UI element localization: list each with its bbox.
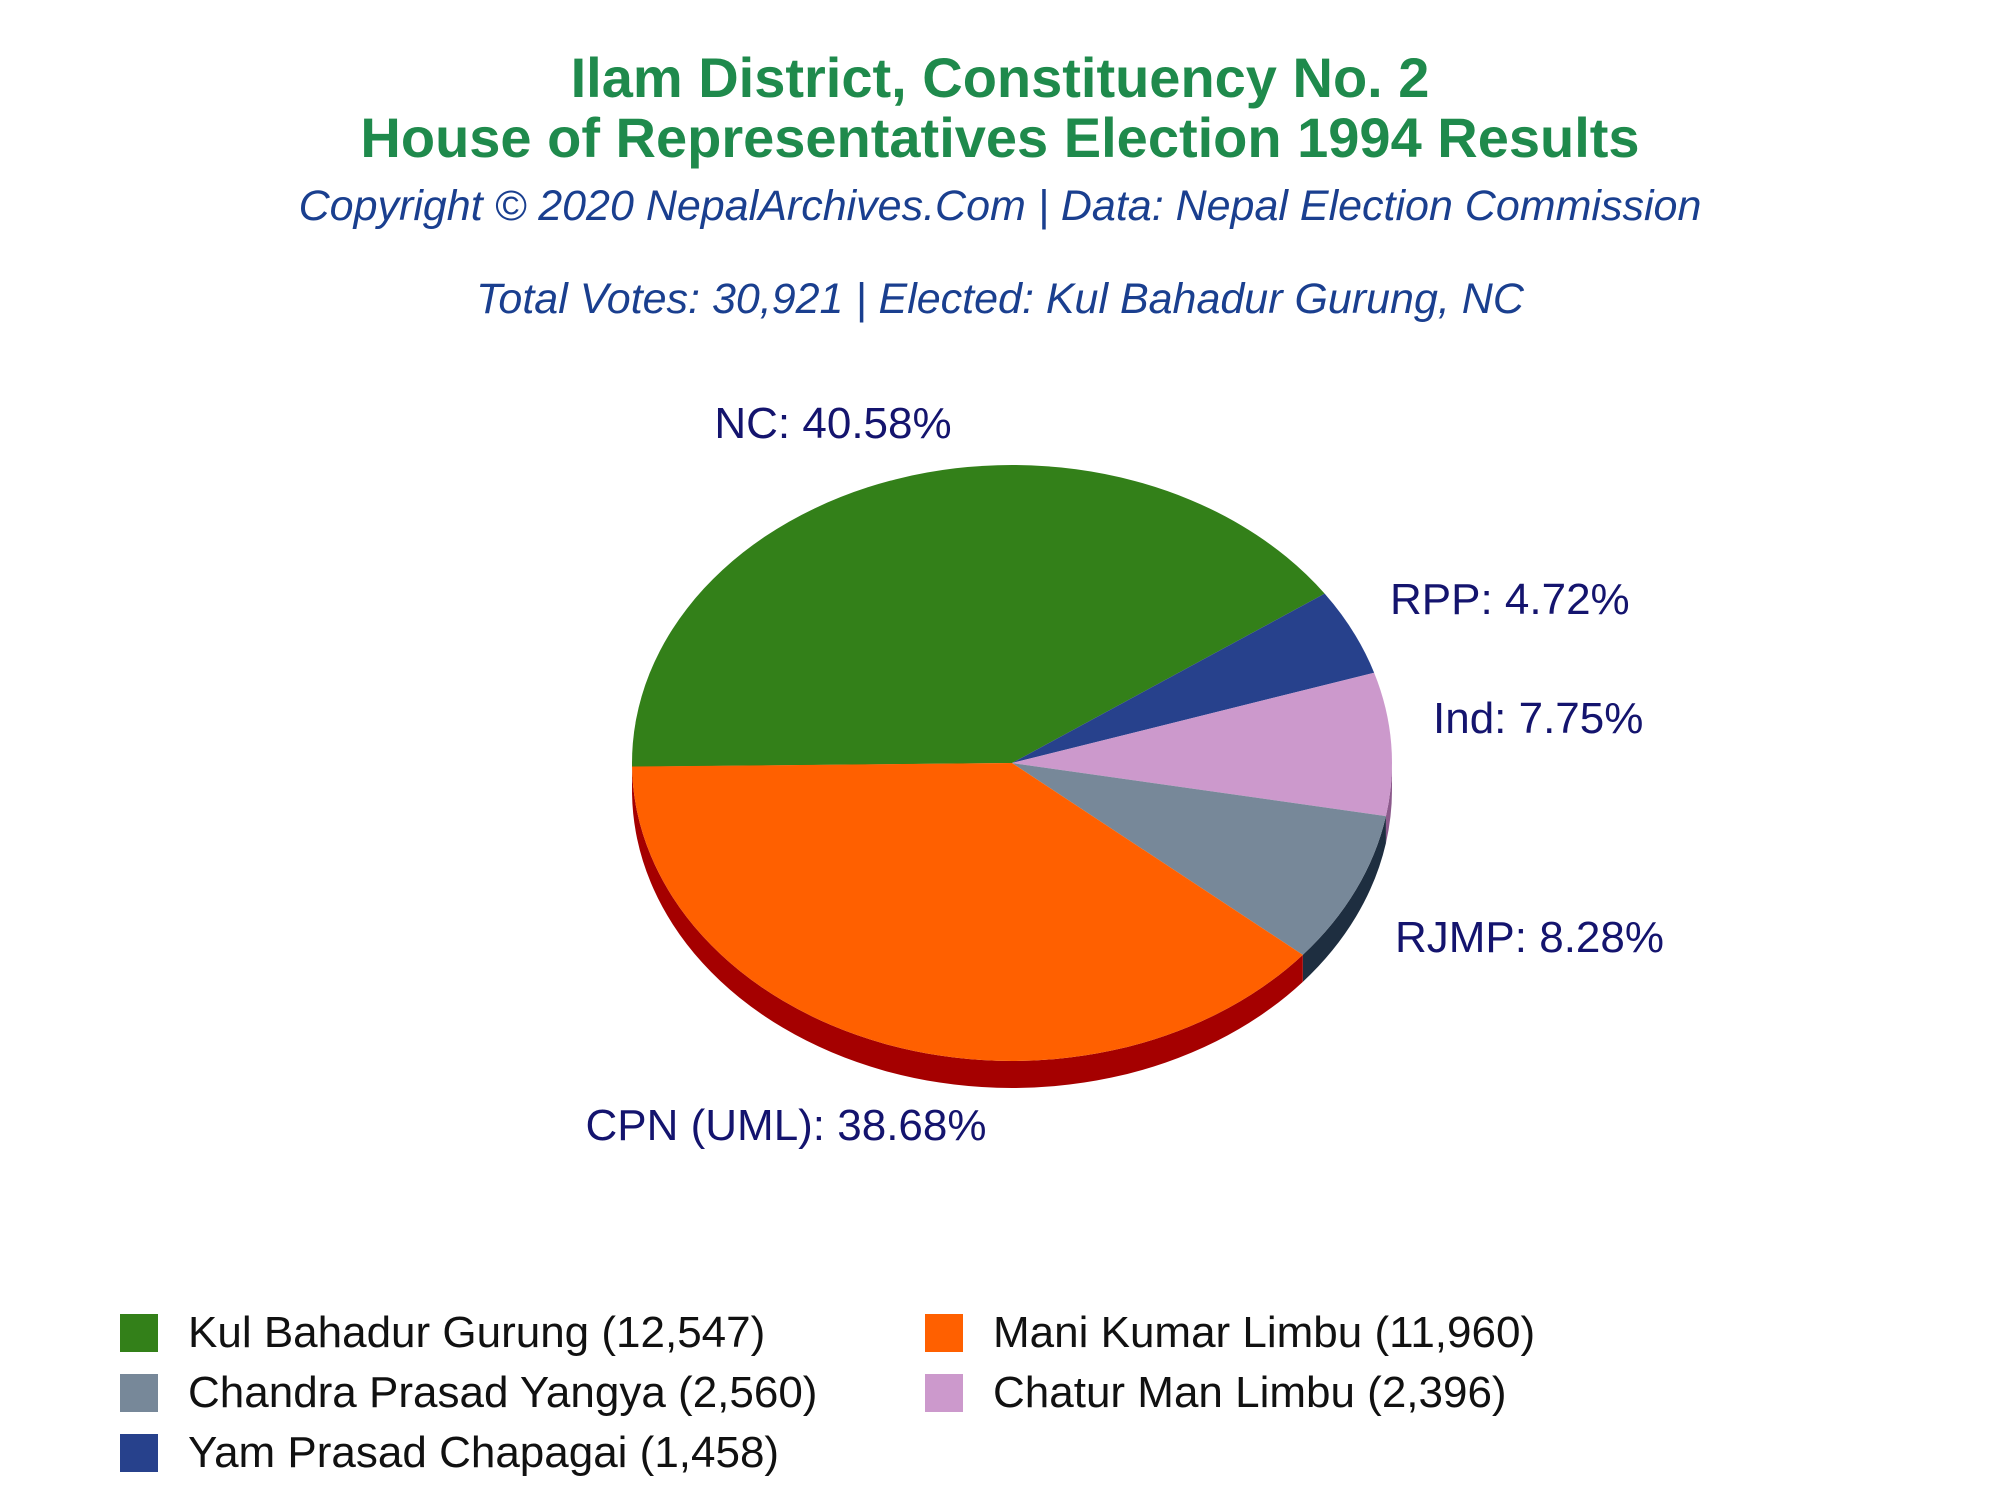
chart-title: Ilam District, Constituency No. 2 — [570, 46, 1430, 109]
pie-slice-ind[interactable] — [1012, 672, 1393, 817]
legend-item: Yam Prasad Chapagai (1,458) — [120, 1425, 779, 1481]
pie-side-rjmp — [1302, 816, 1386, 982]
slice-label-nc: NC: 40.58% — [714, 399, 951, 448]
legend-swatch — [925, 1314, 963, 1352]
legend-item: Mani Kumar Limbu (11,960) — [925, 1305, 1535, 1361]
slice-label-rpp: RPP: 4.72% — [1390, 575, 1630, 624]
legend-swatch — [120, 1434, 158, 1472]
legend-label: Kul Bahadur Gurung (12,547) — [188, 1308, 766, 1357]
legend-swatch — [120, 1314, 158, 1352]
pie-slice-rpp[interactable] — [1012, 593, 1375, 763]
legend-swatch — [120, 1374, 158, 1412]
pie-slice-nc[interactable] — [632, 465, 1325, 767]
legend-swatch — [925, 1374, 963, 1412]
summary-text: Total Votes: 30,921 | Elected: Kul Bahad… — [476, 275, 1524, 323]
legend-label: Yam Prasad Chapagai (1,458) — [188, 1428, 780, 1477]
legend-label: Chatur Man Limbu (2,396) — [993, 1368, 1507, 1417]
pie-chart: NC: 40.58% RPP: 4.72% Ind: 7.75% RJMP: 8.28… — [585, 399, 1664, 1150]
legend-item: Kul Bahadur Gurung (12,547) — [120, 1305, 765, 1361]
copyright-text: Copyright © 2020 NepalArchives.Com | Dat… — [298, 182, 1702, 230]
slice-label-rjmp: RJMP: 8.28% — [1395, 913, 1664, 962]
legend-label: Chandra Prasad Yangya (2,560) — [188, 1368, 818, 1417]
slice-label-cpn-uml-: CPN (UML): 38.68% — [585, 1101, 986, 1150]
legend-item: Chandra Prasad Yangya (2,560) — [120, 1365, 817, 1421]
pie-slice-rjmp[interactable] — [1012, 763, 1386, 955]
legend-item: Chatur Man Limbu (2,396) — [925, 1365, 1507, 1421]
pie-slice-cpn-uml-[interactable] — [632, 763, 1303, 1061]
pie-side-ind — [1385, 763, 1392, 844]
slice-label-ind: Ind: 7.75% — [1433, 694, 1643, 743]
chart-subtitle: House of Representatives Election 1994 R… — [360, 106, 1640, 169]
legend-label: Mani Kumar Limbu (11,960) — [993, 1308, 1536, 1357]
